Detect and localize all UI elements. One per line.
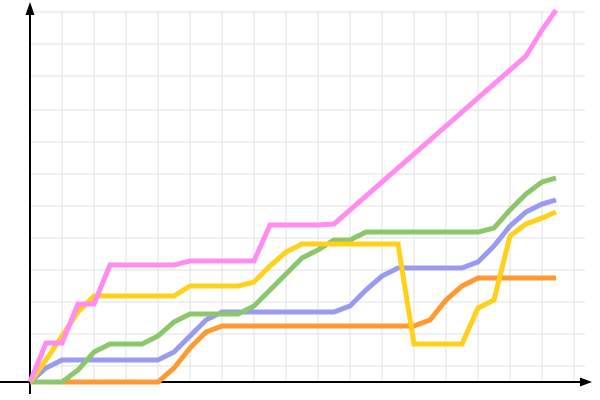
series-line-orange xyxy=(30,275,556,385)
series-paths-group xyxy=(27,8,559,385)
grid-horizontal-lines xyxy=(30,11,585,367)
series-line-yellow xyxy=(27,209,557,384)
series-line-green xyxy=(30,175,557,385)
series-line-magenta xyxy=(27,8,559,383)
x-axis-arrow-icon xyxy=(580,377,592,387)
grid-vertical-lines xyxy=(29,12,575,382)
y-axis-arrow-icon xyxy=(25,2,35,15)
chart-axes xyxy=(0,2,592,394)
series-line-periwinkle xyxy=(28,197,557,384)
